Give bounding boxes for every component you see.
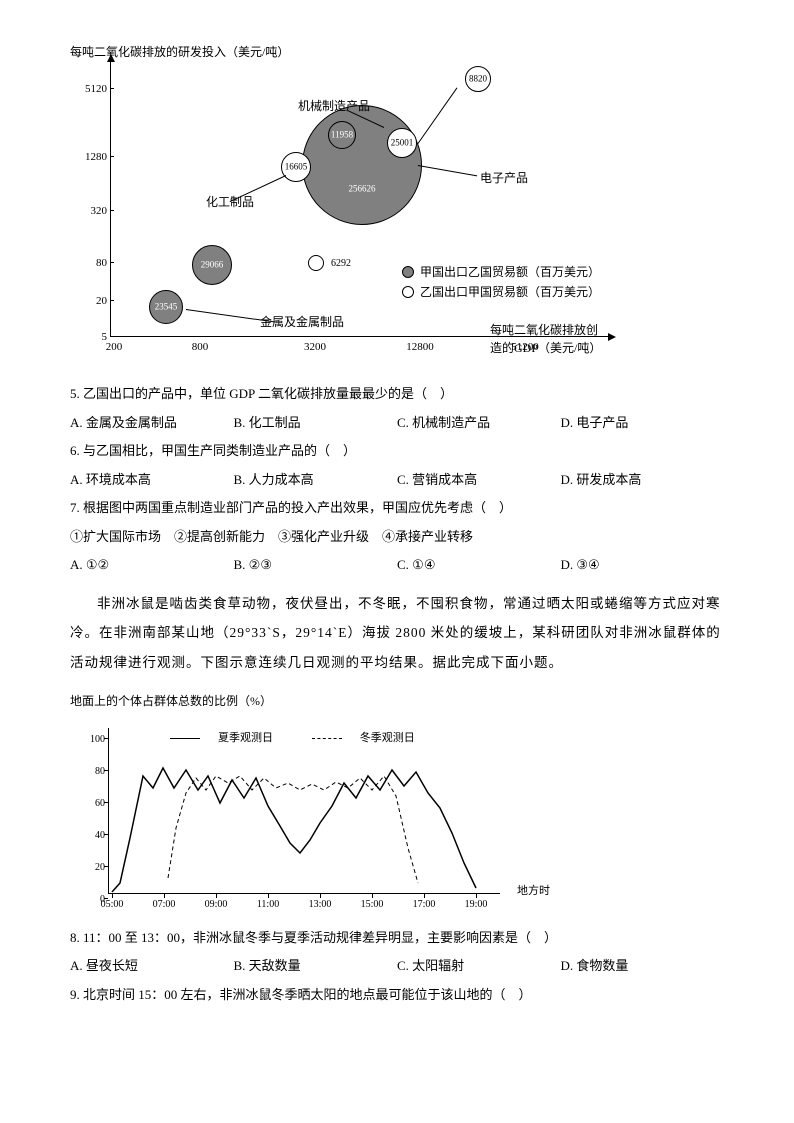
q8-opt-c: C. 太阳辐射: [397, 956, 561, 976]
q8-opt-a: A. 昼夜长短: [70, 956, 234, 976]
line-chart-title: 地面上的个体占群体总数的比例（%）: [70, 692, 724, 710]
q5-opt-d: D. 电子产品: [561, 413, 725, 433]
x-tick: 800: [192, 339, 209, 356]
lc-x-tick: 13:00: [309, 897, 332, 912]
q8-options: A. 昼夜长短 B. 天敌数量 C. 太阳辐射 D. 食物数量: [70, 956, 724, 976]
question-8: 8. 11：00 至 13：00，非洲冰鼠冬季与夏季活动规律差异明显，主要影响因…: [70, 928, 724, 948]
y-tick: 5: [75, 329, 107, 346]
lc-y-tick: 80: [95, 764, 105, 779]
passage-text: 非洲冰鼠是啮齿类食草动物，夜伏昼出，不冬眠，不囤积食物，常通过晒太阳或蜷缩等方式…: [70, 589, 724, 678]
q7-opt-d: D. ③④: [561, 555, 725, 575]
x-tick: 3200: [304, 339, 326, 356]
x-tick: 200: [106, 339, 123, 356]
q6-opt-a: A. 环境成本高: [70, 470, 234, 490]
lc-x-tick: 09:00: [205, 897, 228, 912]
q7-sub: ①扩大国际市场 ②提高创新能力 ③强化产业升级 ④承接产业转移: [70, 527, 724, 547]
lc-x-tick: 17:00: [413, 897, 436, 912]
bubble: 29066: [192, 245, 232, 285]
lc-y-tick: 40: [95, 828, 105, 843]
x-axis-title: 每吨二氧化碳排放创 造的GDP（美元/吨）: [490, 321, 640, 357]
y-tick: 1280: [75, 149, 107, 166]
q7-opt-a: A. ①②: [70, 555, 234, 575]
bubble: 8820: [465, 66, 491, 92]
category-label: 机械制造产品: [298, 97, 370, 115]
q7-opt-b: B. ②③: [234, 555, 398, 575]
leader-line: [418, 165, 477, 176]
q5-options: A. 金属及金属制品 B. 化工制品 C. 机械制造产品 D. 电子产品: [70, 413, 724, 433]
bubble: 6292: [308, 255, 324, 271]
chart-legend: 甲国出口乙国贸易额（百万美元） 乙国出口甲国贸易额（百万美元）: [402, 263, 600, 303]
question-9: 9. 北京时间 15：00 左右，非洲冰鼠冬季晒太阳的地点最可能位于该山地的（ …: [70, 985, 724, 1005]
lc-y-tick: 60: [95, 796, 105, 811]
lc-y-tick: 100: [90, 732, 105, 747]
question-7: 7. 根据图中两国重点制造业部门产品的投入产出效果，甲国应优先考虑（ ）: [70, 498, 724, 518]
category-label: 电子产品: [480, 169, 528, 187]
y-tick: 320: [75, 203, 107, 220]
leader-line: [418, 88, 458, 144]
q5-opt-a: A. 金属及金属制品: [70, 413, 234, 433]
q6-opt-c: C. 营销成本高: [397, 470, 561, 490]
bubble-chart: 每吨二氧化碳排放的研发投入（美元/吨） 5120128032080205 200…: [80, 45, 620, 375]
q5-opt-b: B. 化工制品: [234, 413, 398, 433]
y-tick: 5120: [75, 81, 107, 98]
lc-x-tick: 05:00: [101, 897, 124, 912]
question-6: 6. 与乙国相比，甲国生产同类制造业产品的（ ）: [70, 441, 724, 461]
y-tick: 80: [75, 255, 107, 272]
category-label: 金属及金属制品: [260, 313, 344, 331]
x-tick: 12800: [406, 339, 434, 356]
category-label: 化工制品: [206, 193, 254, 211]
q8-opt-d: D. 食物数量: [561, 956, 725, 976]
q7-options: A. ①② B. ②③ C. ①④ D. ③④: [70, 555, 724, 575]
y-axis: [110, 60, 111, 337]
lc-x-tick: 11:00: [257, 897, 279, 912]
q6-opt-d: D. 研发成本高: [561, 470, 725, 490]
lc-lines: [108, 728, 500, 894]
bubble: 16605: [281, 152, 311, 182]
lc-x-title: 地方时: [517, 883, 550, 900]
y-axis-title: 每吨二氧化碳排放的研发投入（美元/吨）: [70, 43, 289, 61]
lc-y-tick: 20: [95, 860, 105, 875]
bubble: 11958: [328, 121, 356, 149]
bubble: 256626: [302, 105, 422, 225]
lc-x-tick: 19:00: [465, 897, 488, 912]
q6-opt-b: B. 人力成本高: [234, 470, 398, 490]
q8-opt-b: B. 天敌数量: [234, 956, 398, 976]
y-tick: 20: [75, 293, 107, 310]
lc-x-tick: 15:00: [361, 897, 384, 912]
line-chart: 100806040200 05:0007:0009:0011:0013:0015…: [80, 716, 520, 916]
q7-opt-c: C. ①④: [397, 555, 561, 575]
lc-x-tick: 07:00: [153, 897, 176, 912]
question-5: 5. 乙国出口的产品中，单位 GDP 二氧化碳排放量最最少的是（ ）: [70, 384, 724, 404]
bubble: 25001: [387, 128, 417, 158]
q6-options: A. 环境成本高 B. 人力成本高 C. 营销成本高 D. 研发成本高: [70, 470, 724, 490]
q5-opt-c: C. 机械制造产品: [397, 413, 561, 433]
bubble: 23545: [149, 290, 183, 324]
